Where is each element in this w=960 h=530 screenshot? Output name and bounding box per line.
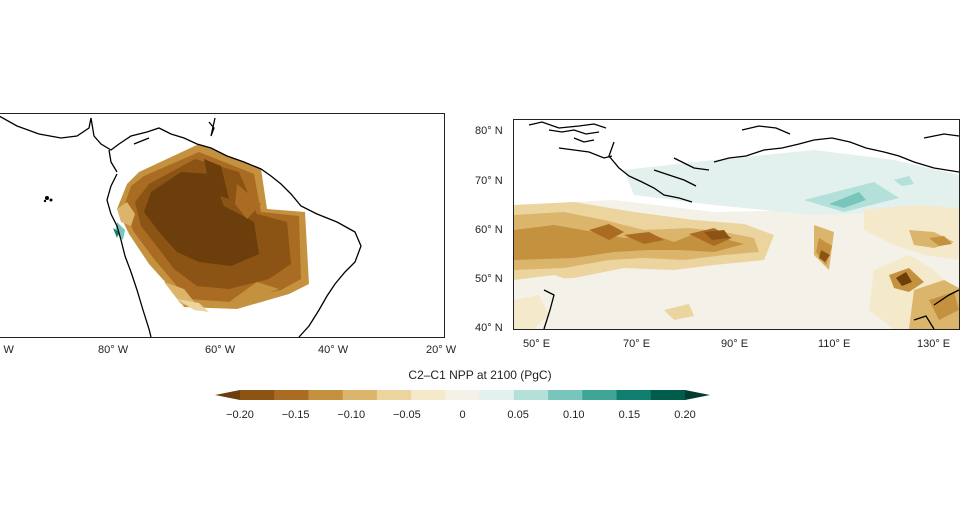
sa-lon-label: 80° W xyxy=(98,344,129,356)
colorbar-segment xyxy=(479,390,515,400)
asia-lon-label: 130° E xyxy=(917,338,951,350)
colorbar-segment xyxy=(616,390,652,400)
asia-lon-label: 70° E xyxy=(623,338,651,350)
asia-lat-label: 50° N xyxy=(475,273,503,285)
colorbar-segment xyxy=(308,390,344,400)
npp-anomaly-field xyxy=(113,144,309,312)
colorbar-tick-label: −0.15 xyxy=(281,409,310,421)
asia-lon-label: 90° E xyxy=(721,338,749,350)
colorbar-arrow-high xyxy=(685,390,710,400)
asia-lat-label: 70° N xyxy=(475,175,503,187)
asia-lat-label: 40° N xyxy=(475,322,503,334)
sa-lon-label: ° W xyxy=(0,344,14,356)
colorbar xyxy=(215,390,710,400)
sa-lon-label: 40° W xyxy=(318,344,349,356)
colorbar-segment xyxy=(513,390,549,400)
colorbar-tick-label: −0.10 xyxy=(337,409,366,421)
colorbar-segment xyxy=(445,390,481,400)
colorbar-segment xyxy=(411,390,446,400)
sa-lon-label: 20° W xyxy=(426,344,457,356)
asia-lat-label: 60° N xyxy=(475,224,503,236)
colorbar-segment xyxy=(274,390,309,400)
colorbar-segment xyxy=(650,390,686,400)
south-america-map xyxy=(0,113,445,338)
colorbar-arrow-low xyxy=(215,390,240,400)
asia-lon-label: 50° E xyxy=(523,338,551,350)
colorbar-tick-label: −0.05 xyxy=(392,409,421,421)
northern-asia-map-canvas xyxy=(514,120,959,329)
colorbar-tick-label: 0 xyxy=(459,409,466,421)
asia-lon-label: 110° E xyxy=(818,338,851,350)
colorbar-tick-label: 0.10 xyxy=(563,409,585,421)
northern-asia-map xyxy=(513,119,960,330)
colorbar-title: C2–C1 NPP at 2100 (PgC) xyxy=(408,368,552,382)
npp-anomaly-field xyxy=(514,120,959,329)
south-america-map-canvas xyxy=(0,115,362,337)
colorbar-tick-label: −0.20 xyxy=(226,409,254,421)
colorbar-tick-label: 0.15 xyxy=(618,409,641,421)
colorbar-segment xyxy=(582,390,618,400)
coastline xyxy=(0,115,362,337)
colorbar-tick-label: 0.05 xyxy=(507,409,529,421)
asia-lat-label: 80° N xyxy=(475,125,503,137)
colorbar-segment xyxy=(342,390,378,400)
coastline xyxy=(528,121,959,329)
sa-lon-label: 60° W xyxy=(205,344,236,356)
colorbar-segments xyxy=(215,390,710,400)
colorbar-segment xyxy=(376,390,412,400)
colorbar-segment xyxy=(240,390,275,400)
colorbar-segment xyxy=(548,390,583,400)
galapagos-islands xyxy=(43,196,53,203)
colorbar-tick-label: 0.20 xyxy=(674,409,696,421)
